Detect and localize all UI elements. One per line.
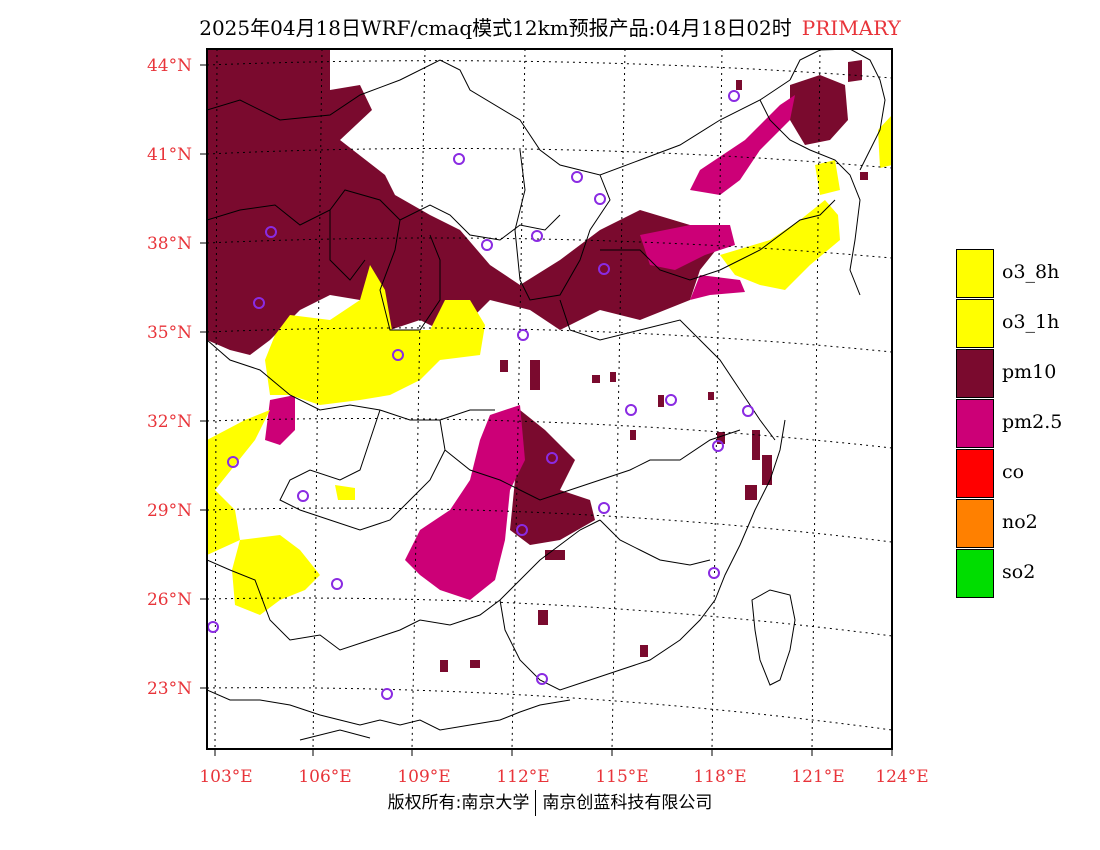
station-marker [742, 405, 754, 417]
graticule [207, 49, 892, 749]
o3-region-liaoning [815, 160, 840, 195]
pm10-region-northeast-2 [848, 60, 862, 82]
o3-region-sichuan [207, 410, 270, 555]
lon-label: 115°E [595, 767, 648, 787]
station-marker [598, 263, 610, 275]
legend-label: pm10 [1002, 361, 1057, 383]
legend-label: o3_8h [1002, 261, 1060, 283]
station-marker [453, 153, 465, 165]
pm25-region-bohai [640, 225, 735, 270]
legend-label: no2 [1002, 511, 1038, 533]
lon-label: 124°E [875, 767, 928, 787]
axis-ticks [200, 64, 893, 756]
legend-item-o3-1h: o3_1h [956, 299, 1096, 349]
legend-swatch [956, 399, 994, 448]
lon-label: 106°E [298, 767, 351, 787]
pm25-region-northeast-band [690, 95, 795, 195]
map-frame [206, 48, 893, 750]
lat-label: 44°N [147, 56, 192, 76]
province-boundaries [207, 49, 886, 741]
title-tag: PRIMARY [801, 16, 901, 40]
station-marker [253, 297, 265, 309]
lat-label: 32°N [147, 412, 192, 432]
lat-label: 26°N [147, 590, 192, 610]
pm10-region-northwest [207, 49, 720, 355]
legend-label: co [1002, 461, 1025, 483]
copyright-owner: 版权所有:南京大学 [387, 793, 530, 813]
footer-divider [535, 790, 537, 816]
legend-swatch [956, 549, 994, 598]
station-marker [708, 567, 720, 579]
o3-region-korea [878, 115, 892, 168]
lon-label: 121°E [791, 767, 844, 787]
station-marker [571, 171, 583, 183]
lat-label: 29°N [147, 501, 192, 521]
title-main: 2025年04月18日WRF/cmaq模式12km预报产品:04月18日02时 [199, 16, 792, 40]
pm25-region-shandong [690, 275, 745, 300]
lat-label: 41°N [147, 145, 192, 165]
station-marker [331, 578, 343, 590]
legend-swatch [956, 349, 994, 398]
pm25-region-sichuan [265, 395, 295, 445]
station-marker [594, 193, 606, 205]
station-marker [381, 688, 393, 700]
lon-label: 112°E [496, 767, 549, 787]
station-marker [625, 404, 637, 416]
legend-item-so2: so2 [956, 549, 1096, 599]
lat-label: 23°N [147, 679, 192, 699]
station-marker [536, 673, 548, 685]
station-marker [712, 440, 724, 452]
latitude-labels: 44°N 41°N 38°N 35°N 32°N 29°N 26°N 23°N [147, 56, 192, 699]
legend-label: o3_1h [1002, 311, 1060, 333]
copyright-footer: 版权所有:南京大学 南京创蓝科技有限公司 [0, 788, 1100, 816]
copyright-company: 南京创蓝科技有限公司 [542, 793, 713, 813]
o3-region-guizhou [335, 485, 355, 500]
lon-label: 103°E [199, 767, 252, 787]
pollutant-legend: o3_8h o3_1h pm10 pm2.5 co no2 so2 [956, 249, 1096, 599]
lat-label: 38°N [147, 234, 192, 254]
legend-item-pm25: pm2.5 [956, 399, 1096, 449]
station-marker [516, 524, 528, 536]
pm25-region-central [405, 405, 525, 600]
station-marker [546, 452, 558, 464]
longitude-labels: 103°E 106°E 109°E 112°E 115°E 118°E 121°… [199, 767, 928, 787]
legend-item-co: co [956, 449, 1096, 499]
legend-swatch [956, 249, 994, 298]
legend-item-no2: no2 [956, 499, 1096, 549]
station-marker [297, 490, 309, 502]
legend-swatch [956, 499, 994, 548]
station-marker [265, 226, 277, 238]
station-marker [531, 230, 543, 242]
legend-swatch [956, 449, 994, 498]
pm10-specks [267, 75, 868, 672]
o3-region-shandong [720, 200, 840, 290]
station-marker [392, 349, 404, 361]
legend-label: pm2.5 [1002, 411, 1063, 433]
legend-label: so2 [1002, 561, 1036, 583]
o3-region-loess [265, 265, 485, 405]
station-marker [665, 394, 677, 406]
station-marker [207, 621, 219, 633]
o3-region-yunnan [232, 535, 320, 615]
map-title: 2025年04月18日WRF/cmaq模式12km预报产品:04月18日02时 P… [0, 12, 1100, 41]
lon-label: 109°E [397, 767, 450, 787]
lon-label: 118°E [693, 767, 746, 787]
station-marker [227, 456, 239, 468]
station-marker [598, 502, 610, 514]
station-marker [728, 90, 740, 102]
station-markers [207, 90, 754, 700]
station-marker [517, 329, 529, 341]
station-marker [481, 239, 493, 251]
legend-item-o3-8h: o3_8h [956, 249, 1096, 299]
pm10-region-central [510, 410, 595, 545]
lat-label: 35°N [147, 323, 192, 343]
legend-item-pm10: pm10 [956, 349, 1096, 399]
legend-swatch [956, 299, 994, 348]
